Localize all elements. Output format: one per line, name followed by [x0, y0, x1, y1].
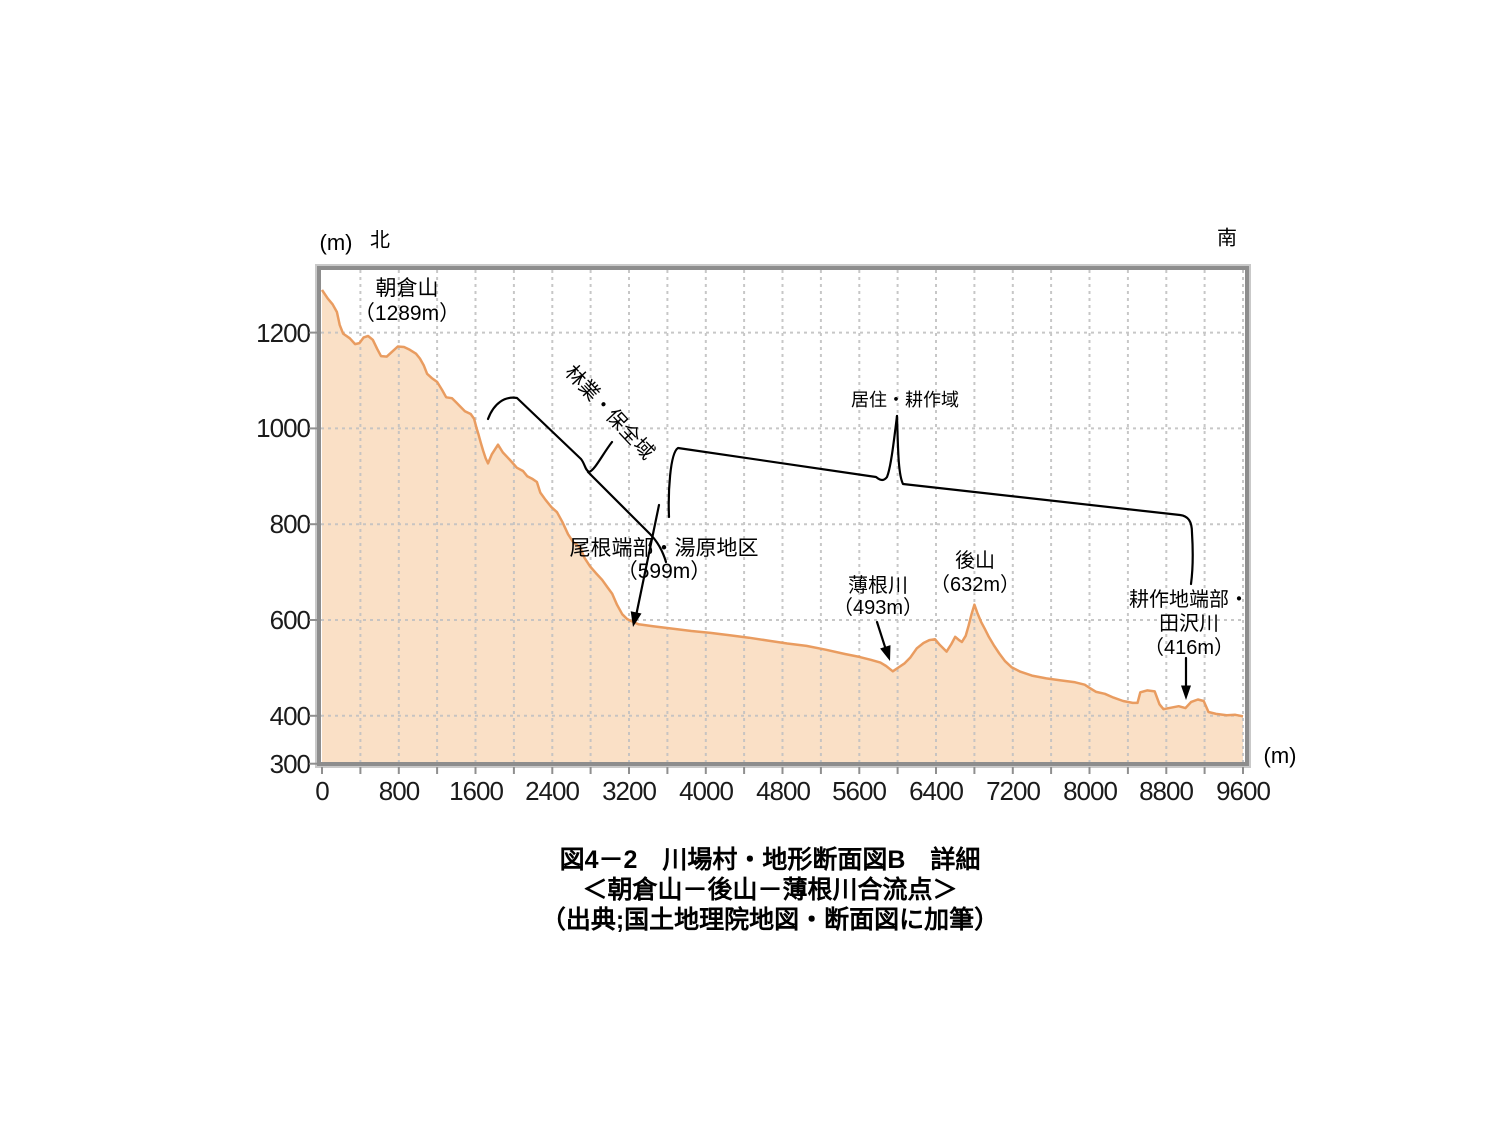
annotation-asakurayama-name: 朝倉山 [375, 277, 439, 300]
terrain-area [322, 290, 1243, 762]
x-axis-tick-label: 4000 [679, 776, 734, 806]
x-axis-tick-label: 8000 [1063, 776, 1118, 806]
y-axis-unit-label: (m) [319, 230, 353, 255]
annotation-ridge-yubara-name: 尾根端部・湯原地区 [569, 537, 759, 560]
x-axis-tick-label: 2400 [525, 776, 580, 806]
x-axis-tick-label: 8800 [1139, 776, 1194, 806]
x-axis-tick-label: 3200 [602, 776, 657, 806]
x-axis-tick-label: 5600 [832, 776, 887, 806]
y-axis-tick-label: 1200 [256, 318, 311, 348]
x-axis-tick-label: 9600 [1216, 776, 1271, 806]
x-axis-tick-label: 0 [315, 776, 330, 806]
annotation-usunegawa: 薄根川 （493m） [833, 575, 923, 619]
figure-caption-title: 図4－2 川場村・地形断面図B 詳細 [559, 846, 981, 874]
plot-area [321, 270, 1245, 762]
plot-frame [317, 266, 1249, 766]
annotation-ushiroyama: 後山 （632m） [930, 549, 1020, 597]
annotation-ridge-yubara: 尾根端部・湯原地区 （599m） [570, 537, 759, 583]
annotation-ushiroyama-elev: （632m） [929, 574, 1021, 596]
annotation-tazawagawa: 耕作地端部・ 田沢川 （416m） [1129, 588, 1249, 660]
y-axis-tick-label: 800 [269, 509, 311, 539]
annotation-asakurayama-elev: （1289m） [353, 302, 461, 325]
y-axis-tick-label: 400 [269, 701, 311, 731]
x-axis-tick-label: 7200 [986, 776, 1041, 806]
annotation-ushiroyama-name: 後山 [955, 550, 995, 572]
annotation-usunegawa-elev: （493m） [832, 597, 924, 619]
x-axis-tick-label: 800 [378, 776, 420, 806]
x-axis-tick-label: 4800 [756, 776, 811, 806]
annotation-tazawagawa-elev: （416m） [1143, 637, 1235, 659]
terrain-line [321, 289, 1244, 718]
direction-label-south: 南 [1217, 227, 1237, 250]
y-axis-tick-label: 300 [269, 749, 311, 779]
figure-caption-subtitle: ＜朝倉山－後山－薄根川合流点＞ [582, 876, 958, 904]
annotation-asakurayama: 朝倉山 （1289m） [354, 276, 460, 326]
annotation-tazawagawa-name2: 田沢川 [1159, 613, 1219, 635]
direction-label-north: 北 [370, 229, 390, 252]
annotation-residential-zone: 居住・耕作域 [851, 390, 959, 410]
figure-caption: 図4－2 川場村・地形断面図B 詳細 ＜朝倉山－後山－薄根川合流点＞ （出典;国… [370, 845, 1170, 935]
y-axis-tick-label: 1000 [256, 413, 311, 443]
annotation-ridge-yubara-elev: （599m） [616, 560, 712, 583]
annotation-tazawagawa-name1: 耕作地端部・ [1129, 589, 1249, 611]
x-axis-unit-label: (m) [1263, 743, 1297, 768]
x-axis-tick-label: 1600 [449, 776, 504, 806]
x-axis-tick-label: 6400 [909, 776, 964, 806]
figure-caption-source: （出典;国土地理院地図・断面図に加筆） [540, 906, 1000, 934]
y-axis-tick-label: 600 [269, 605, 311, 635]
annotation-usunegawa-name: 薄根川 [848, 575, 908, 597]
